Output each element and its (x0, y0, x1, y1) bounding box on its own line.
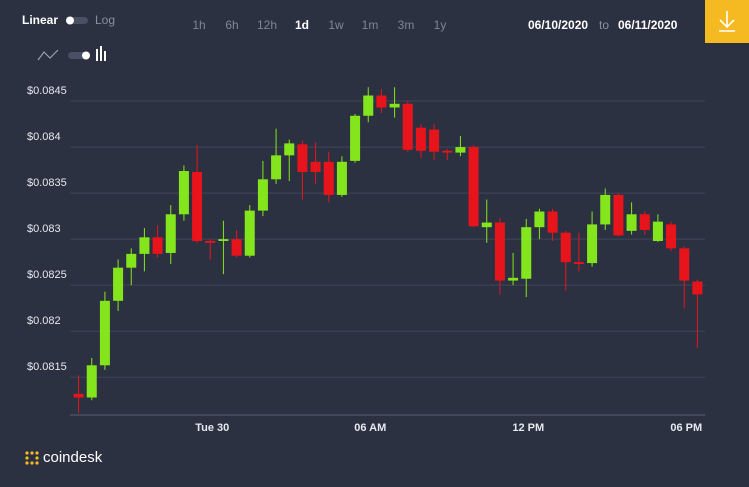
y-tick-label: $0.0835 (27, 177, 67, 189)
candle-body (99, 300, 110, 366)
candle-body (389, 103, 400, 108)
candle-body (481, 222, 492, 228)
candle-body (415, 127, 426, 151)
candle-body (73, 393, 84, 398)
download-icon (719, 11, 735, 32)
candle-chart-icon[interactable] (96, 46, 106, 61)
candle-body (429, 129, 440, 152)
candle-body (165, 214, 176, 253)
candle-body (402, 103, 413, 150)
range-button[interactable]: 1w (328, 18, 344, 32)
x-tick-label: 12 PM (512, 422, 544, 434)
candle-body (679, 248, 690, 281)
candle-body (284, 143, 295, 156)
range-button[interactable]: 1d (295, 18, 309, 32)
candle-body (468, 147, 479, 227)
range-button[interactable]: 1m (362, 18, 379, 32)
y-tick-label: $0.0825 (27, 269, 67, 281)
candle-body (350, 115, 361, 161)
candle-body (587, 224, 598, 264)
date-to[interactable]: 06/11/2020 (618, 18, 678, 32)
candle-body (363, 95, 374, 116)
candle-body (652, 221, 663, 241)
candle-body (521, 227, 532, 279)
scale-log[interactable]: Log (95, 13, 115, 27)
candle-body (86, 365, 97, 398)
candle-body (323, 161, 334, 195)
candle-body (560, 232, 571, 263)
x-tick-label: Tue 30 (195, 422, 229, 434)
candle-body (508, 277, 519, 281)
y-tick-label: $0.083 (27, 223, 61, 235)
candle-body (534, 211, 545, 228)
candle-body (626, 214, 637, 231)
candle-body (297, 144, 308, 172)
candle-body (113, 267, 124, 301)
x-tick-label: 06 AM (354, 422, 386, 434)
candle-body (257, 179, 268, 211)
candle-body (376, 95, 387, 108)
y-tick-label: $0.0815 (27, 361, 67, 373)
candle-body (310, 161, 321, 172)
range-button[interactable]: 1h (192, 18, 205, 32)
y-tick-label: $0.082 (27, 315, 61, 327)
y-tick-label: $0.084 (27, 131, 61, 143)
candle-body (336, 161, 347, 195)
candle-body (192, 171, 203, 241)
candle-body (126, 253, 137, 268)
candle-body (639, 214, 650, 230)
candle-body (152, 237, 163, 254)
scale-linear[interactable]: Linear (22, 13, 58, 27)
candle-body (613, 194, 624, 236)
candle-body (692, 281, 703, 295)
candle-body (139, 237, 150, 254)
range-button[interactable]: 3m (398, 18, 415, 32)
candle-body (205, 240, 216, 243)
brand-name: coindesk (43, 449, 103, 466)
range-button[interactable]: 1y (434, 18, 447, 32)
toggle-knob (66, 16, 74, 25)
range-button[interactable]: 6h (225, 18, 238, 32)
date-separator: to (599, 18, 609, 32)
candle-body (442, 150, 453, 153)
candle-body (178, 171, 189, 215)
candle-body (666, 224, 677, 249)
range-button[interactable]: 12h (257, 18, 277, 32)
y-tick-label: $0.0845 (27, 85, 67, 97)
toggle-knob (82, 51, 90, 60)
candle-body (218, 239, 229, 241)
candle-body (244, 210, 255, 256)
line-chart-icon[interactable] (37, 49, 59, 61)
candle-body (573, 262, 584, 265)
brand-icon (25, 451, 39, 465)
x-tick-label: 06 PM (670, 422, 702, 434)
candle-body (455, 147, 466, 153)
candle-body (547, 211, 558, 233)
candle-body (600, 194, 611, 225)
candle-body (271, 155, 282, 180)
date-from[interactable]: 06/10/2020 (528, 18, 588, 32)
candle-body (231, 239, 242, 256)
candle-body (494, 222, 505, 281)
